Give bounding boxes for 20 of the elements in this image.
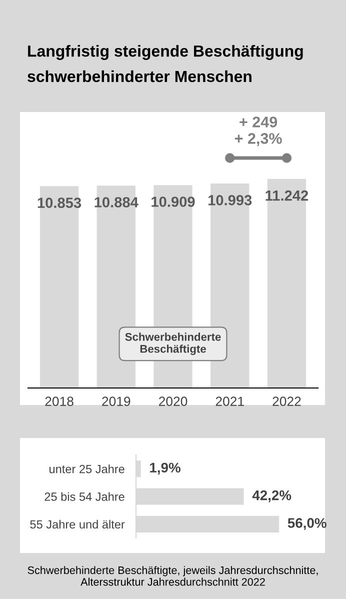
x-tick-label: 2018 <box>45 396 74 406</box>
annotation: Schwerbehinderte Beschäftigte <box>125 332 221 356</box>
x-tick-label: 2020 <box>158 396 188 406</box>
y-tick-label: unter 25 Jahre <box>50 464 124 474</box>
data-label: 11.242 <box>266 190 308 201</box>
y-tick-label: 55 Jahre und älter <box>30 520 125 529</box>
x-tick-label: 2021 <box>216 396 244 406</box>
data-label: 10.853 <box>38 198 82 208</box>
text: Schwerbehinderte Beschäftigte, jeweils Jahresdurchschnitte, Altersstruktur Jahresdurchschnitt 2022 <box>28 566 318 586</box>
x-tick-label: 2019 <box>102 396 130 406</box>
data-label: 10.909 <box>152 196 195 207</box>
chart-title: Langfristig steigende Beschäftigung schwerbehinderter Menschen <box>28 45 303 82</box>
x-tick-label: 2022 <box>272 396 301 406</box>
data-label: 56,0% <box>288 518 326 530</box>
data-label: 10.993 <box>208 195 252 206</box>
y-tick-label: 25 bis 54 Jahre <box>44 492 124 501</box>
data-label: 10.884 <box>94 197 138 208</box>
data-label: 42,2% <box>252 490 292 502</box>
data-label: 1,9% <box>150 462 180 475</box>
annotation: + 249 + 2,3% <box>234 116 282 146</box>
